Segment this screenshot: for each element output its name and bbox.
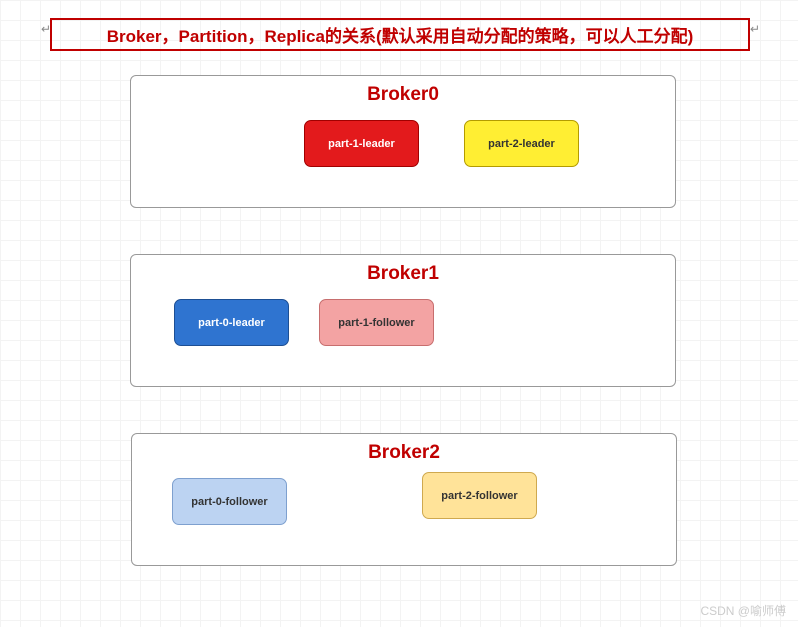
anchor-marker-right: ↵ [750, 22, 760, 36]
broker-title-broker1: Broker1 [131, 263, 675, 285]
diagram-title-text: Broker，Partition，Replica的关系(默认采用自动分配的策略，… [107, 27, 694, 46]
broker-box-broker1: Broker1 part-0-leader part-1-follower [130, 254, 676, 387]
partition-p2f: part-2-follower [422, 472, 537, 519]
broker-title-broker2: Broker2 [132, 442, 676, 464]
broker-box-broker2: Broker2 part-0-follower part-2-follower [131, 433, 677, 566]
partition-p2l: part-2-leader [464, 120, 579, 167]
partition-p0l: part-0-leader [174, 299, 289, 346]
broker-title-broker0: Broker0 [131, 84, 675, 106]
diagram-title-box: Broker，Partition，Replica的关系(默认采用自动分配的策略，… [50, 18, 750, 51]
broker-box-broker0: Broker0 part-1-leader part-2-leader [130, 75, 676, 208]
partition-p1l: part-1-leader [304, 120, 419, 167]
partition-p0f: part-0-follower [172, 478, 287, 525]
partition-p1f: part-1-follower [319, 299, 434, 346]
watermark-text: CSDN @喻师傅 [700, 602, 786, 619]
